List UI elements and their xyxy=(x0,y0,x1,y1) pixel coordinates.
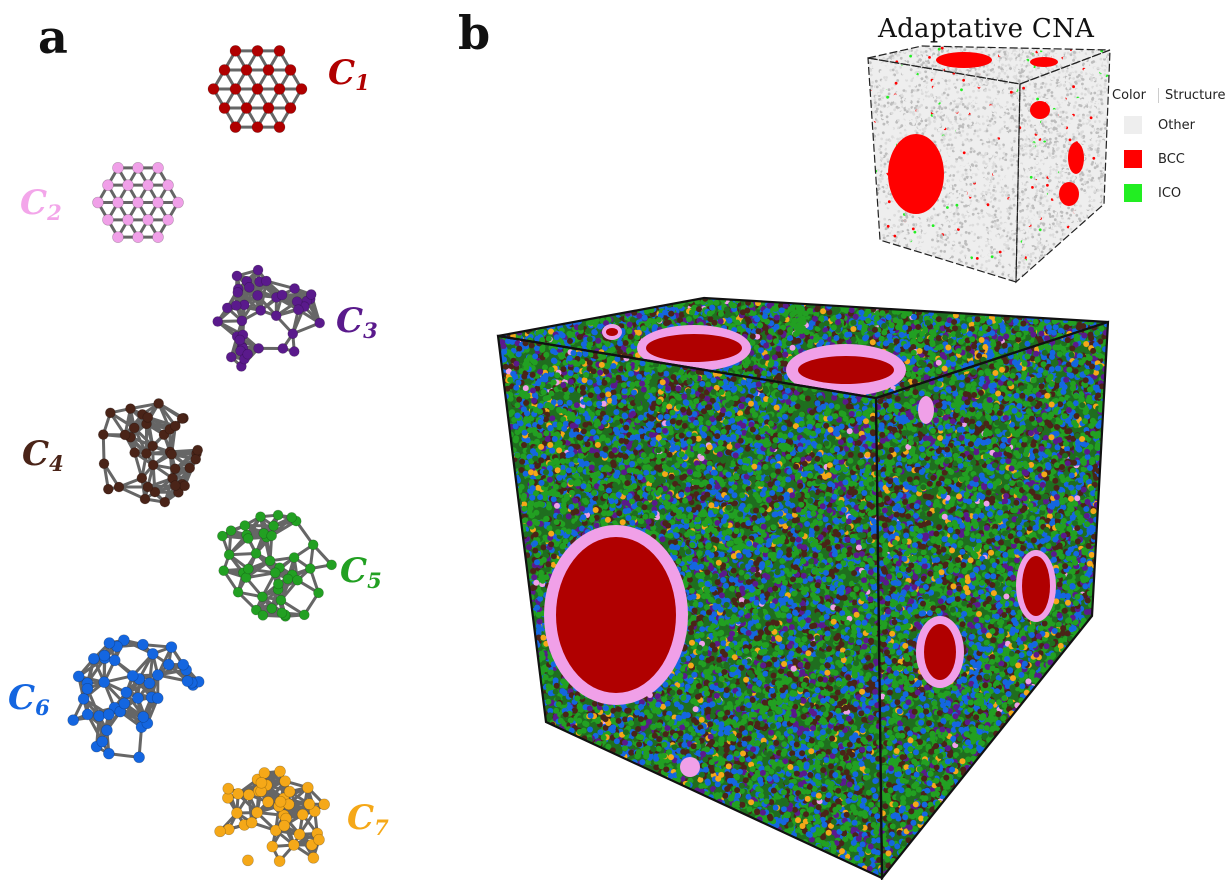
cluster-c6-image xyxy=(55,628,210,768)
cluster-c7-image xyxy=(205,762,340,882)
panel-label-b: b xyxy=(458,10,490,56)
legend-label-ico: ICO xyxy=(1158,186,1181,201)
legend-swatch-other xyxy=(1124,116,1142,134)
structure-legend: Color Structure Other BCC ICO xyxy=(1108,82,1226,210)
legend-swatch-bcc xyxy=(1124,150,1142,168)
legend-label-bcc: BCC xyxy=(1158,152,1185,167)
cluster-c4-image xyxy=(82,390,207,515)
cluster-c2-image xyxy=(78,140,198,265)
cluster-c4-label: C4 xyxy=(22,437,64,474)
panel-label-a: a xyxy=(38,14,68,60)
cluster-c3-image xyxy=(200,258,330,388)
cluster-c5-image xyxy=(200,505,340,635)
cluster-c3-label: C3 xyxy=(336,304,378,341)
cluster-c2-label: C2 xyxy=(20,186,62,223)
cluster-c5-label: C5 xyxy=(340,554,382,591)
cluster-c1-label: C1 xyxy=(328,56,370,93)
legend-header: Color Structure xyxy=(1108,82,1226,108)
legend-label-other: Other xyxy=(1158,118,1195,133)
legend-color-header: Color xyxy=(1108,88,1159,103)
legend-structure-header: Structure xyxy=(1159,88,1225,103)
legend-swatch-ico xyxy=(1124,184,1142,202)
cna-structure-cube xyxy=(864,44,1116,288)
cluster-assignment-cube xyxy=(494,280,1114,884)
legend-row-ico: ICO xyxy=(1108,176,1226,210)
cluster-c7-label: C7 xyxy=(347,801,389,838)
cluster-c1-image xyxy=(195,14,320,164)
legend-row-bcc: BCC xyxy=(1108,142,1226,176)
legend-row-other: Other xyxy=(1108,108,1226,142)
inset-title: Adaptative CNA xyxy=(878,14,1094,44)
cluster-c6-label: C6 xyxy=(8,681,50,718)
